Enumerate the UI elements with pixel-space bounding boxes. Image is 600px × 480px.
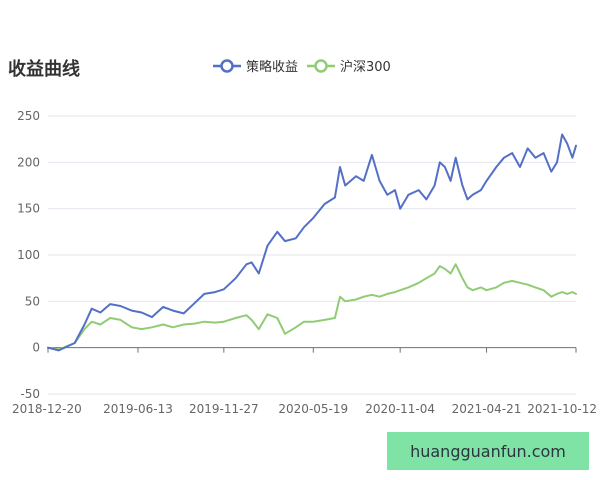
y-tick-label: 200: [17, 155, 40, 169]
x-tick-label: 2020-05-19: [278, 402, 348, 416]
legend: 策略收益 沪深300: [213, 59, 391, 75]
grid-lines: [48, 115, 576, 395]
y-tick-label: 250: [17, 109, 40, 123]
x-tick-label: 2020-11-04: [365, 402, 435, 416]
x-tick-label: 2021-10-12: [527, 402, 597, 416]
legend-label-benchmark: 沪深300: [340, 59, 391, 75]
y-axis: -50 0 50 100 150 200 250: [17, 109, 40, 401]
x-tick-label: 2021-04-21: [452, 402, 522, 416]
x-tick-label: 2019-06-13: [103, 402, 173, 416]
series-strategy: [47, 133, 577, 352]
x-tick-label: 2018-12-20: [12, 402, 82, 416]
y-tick-label: 150: [17, 202, 40, 216]
legend-item-strategy[interactable]: 策略收益: [213, 59, 298, 75]
y-tick-label: -50: [20, 387, 40, 401]
x-axis: 2018-12-20 2019-06-13 2019-11-27 2020-05-19…: [12, 347, 597, 416]
y-tick-label: 100: [17, 248, 40, 262]
legend-item-benchmark[interactable]: 沪深300: [307, 59, 391, 75]
chart-title: 收益曲线: [8, 58, 80, 80]
series-lines: [47, 133, 577, 352]
watermark-text: huangguanfun.com: [410, 441, 566, 461]
series-line-strategy: [47, 133, 577, 352]
y-tick-label: 50: [25, 294, 40, 308]
series-benchmark: [47, 263, 577, 351]
watermark-badge: huangguanfun.com: [387, 432, 589, 470]
y-tick-label: 0: [32, 341, 40, 355]
x-tick-label: 2019-11-27: [189, 402, 259, 416]
legend-label-strategy: 策略收益: [246, 59, 298, 75]
series-line-benchmark: [47, 263, 577, 351]
